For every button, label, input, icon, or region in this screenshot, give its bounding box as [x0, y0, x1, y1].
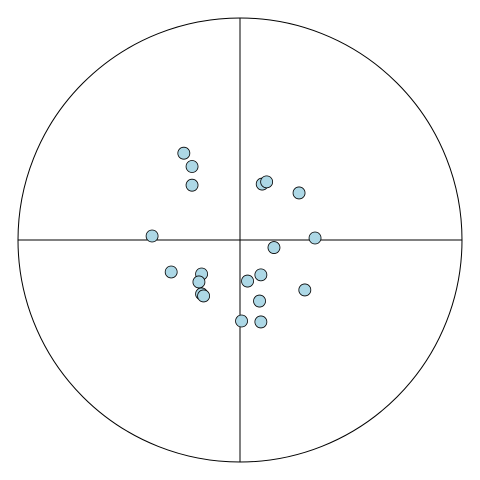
data-point	[253, 294, 266, 308]
data-point	[254, 268, 268, 282]
data-point	[185, 178, 199, 192]
data-point	[235, 314, 248, 328]
data-point	[177, 146, 191, 160]
data-point	[185, 160, 199, 173]
data-point	[145, 229, 159, 243]
data-point	[241, 274, 254, 288]
data-point	[267, 241, 281, 254]
data-point	[308, 231, 322, 245]
data-points	[145, 146, 322, 329]
data-point	[298, 283, 312, 297]
data-point	[192, 275, 206, 289]
data-point	[292, 186, 306, 200]
data-point	[197, 289, 210, 303]
data-point	[254, 315, 268, 329]
data-point	[164, 265, 178, 279]
data-point	[260, 175, 274, 189]
